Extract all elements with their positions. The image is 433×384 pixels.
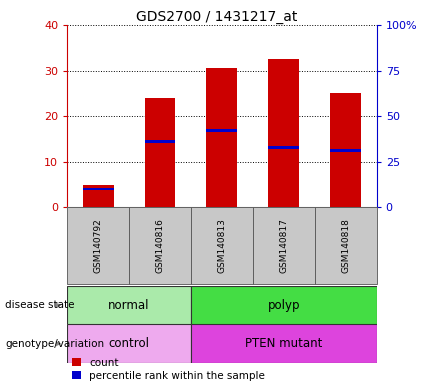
Bar <box>191 286 377 324</box>
Bar <box>191 207 253 284</box>
Text: disease state: disease state <box>5 300 75 310</box>
Text: normal: normal <box>108 299 150 312</box>
Text: GSM140818: GSM140818 <box>341 218 350 273</box>
Text: GSM140792: GSM140792 <box>94 218 103 273</box>
Text: PTEN mutant: PTEN mutant <box>245 337 323 350</box>
Bar <box>145 140 175 143</box>
Bar <box>315 207 377 284</box>
Bar <box>253 207 315 284</box>
Bar <box>83 185 113 207</box>
Text: polyp: polyp <box>268 299 300 312</box>
Text: GSM140813: GSM140813 <box>217 218 226 273</box>
Bar <box>67 286 191 324</box>
Text: GSM140817: GSM140817 <box>279 218 288 273</box>
Bar <box>67 207 129 284</box>
Bar <box>330 149 361 152</box>
Text: GSM140816: GSM140816 <box>155 218 165 273</box>
Bar <box>330 93 361 207</box>
Bar <box>207 129 237 132</box>
Bar <box>207 68 237 207</box>
Bar <box>191 324 377 363</box>
Bar <box>145 98 175 207</box>
Bar <box>83 188 113 190</box>
Text: GDS2700 / 1431217_at: GDS2700 / 1431217_at <box>136 10 297 23</box>
Bar <box>67 324 191 363</box>
Bar <box>268 146 299 149</box>
Text: control: control <box>109 337 149 350</box>
Text: genotype/variation: genotype/variation <box>5 339 104 349</box>
Legend: count, percentile rank within the sample: count, percentile rank within the sample <box>72 358 265 381</box>
Bar <box>268 59 299 207</box>
Bar <box>129 207 191 284</box>
